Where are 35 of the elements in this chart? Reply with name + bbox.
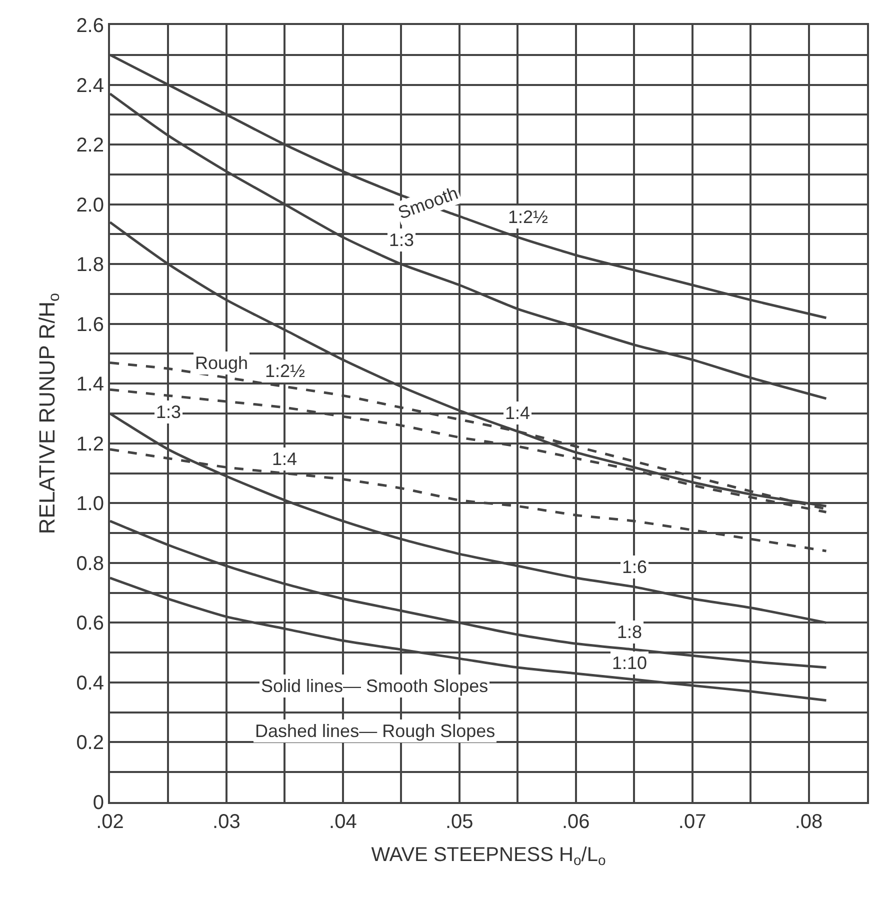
- y-tick-label: 2.6: [76, 15, 104, 37]
- annotation: Rough: [195, 353, 248, 373]
- series-label: 1:3: [389, 230, 414, 250]
- y-tick-label: 0.6: [76, 612, 104, 635]
- y-tick-label: 1.6: [76, 314, 104, 336]
- y-tick-label: 1.4: [76, 374, 104, 396]
- series-label: 1:6: [622, 557, 648, 577]
- series-label: 1:2½: [508, 207, 548, 227]
- x-tick-label: .05: [445, 811, 474, 833]
- series-label: 1:8: [617, 622, 642, 642]
- x-tick-label: .07: [678, 811, 706, 833]
- y-tick-label: 1.0: [76, 493, 104, 516]
- annotation: Smooth: [395, 182, 461, 223]
- y-tick-label: 0.4: [76, 672, 104, 694]
- x-tick-label: .03: [212, 811, 240, 833]
- x-tick-label: .08: [794, 811, 823, 833]
- y-tick-label: 1.2: [76, 433, 104, 456]
- y-tick-label: 1.8: [76, 254, 104, 276]
- x-tick-label: .06: [562, 811, 590, 833]
- y-tick-label: 2.4: [76, 74, 104, 97]
- series-label: 1:10: [612, 653, 648, 673]
- y-tick-label: 0.8: [76, 552, 104, 575]
- series-label: 1:3: [156, 402, 182, 422]
- y-tick-label: 2.2: [76, 134, 104, 157]
- series-label: 1:4: [505, 403, 530, 423]
- x-tick-label: .04: [329, 811, 357, 833]
- y-tick-label: 0.2: [76, 732, 104, 754]
- series-label: 1:2½: [265, 361, 306, 381]
- y-tick-label: 0: [92, 792, 104, 814]
- x-axis-title: WAVE STEEPNESS H$_{o}$/L$_{o}$: [371, 844, 606, 868]
- x-tick-label: .02: [96, 811, 124, 833]
- y-tick-label: 2.0: [76, 194, 104, 216]
- series-label: 1:4: [272, 449, 298, 469]
- annotation: Dashed lines— Rough Slopes: [255, 721, 496, 741]
- annotation: Solid lines— Smooth Slopes: [261, 676, 488, 696]
